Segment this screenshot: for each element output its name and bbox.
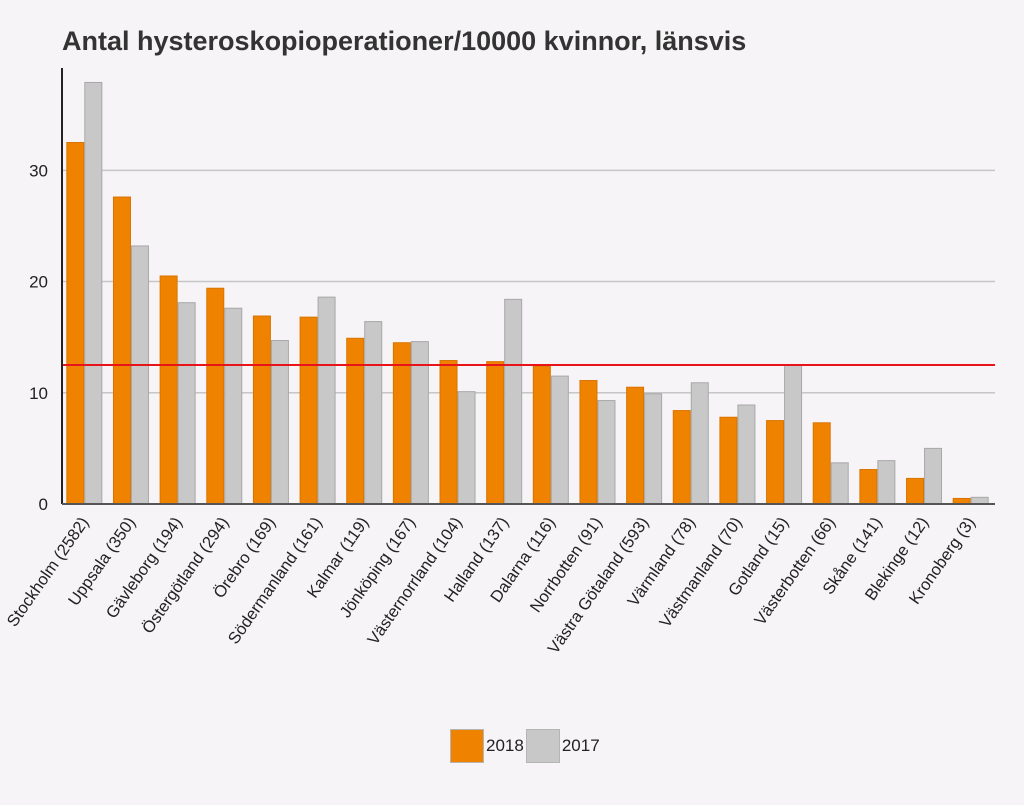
x-axis-category-labels: Stockholm (2582)Uppsala (350)Gävleborg (…: [4, 514, 979, 657]
bar-2018-14[interactable]: [719, 416, 738, 505]
legend-item-series-1[interactable]: 2018: [450, 729, 526, 763]
y-tick-label: 30: [29, 161, 48, 180]
bar-2017-1[interactable]: [130, 245, 149, 505]
bar-2018-15[interactable]: [766, 420, 785, 505]
y-axis-tick-labels: 0 10 20 30: [29, 161, 48, 514]
bar-2017-14[interactable]: [737, 404, 756, 505]
bar-2017-13[interactable]: [690, 382, 709, 505]
bar-2017-18[interactable]: [924, 447, 943, 505]
bar-2017-5[interactable]: [317, 296, 336, 505]
y-tick-label: 10: [29, 384, 48, 403]
bar-2017-19[interactable]: [970, 496, 989, 505]
bar-2017-17[interactable]: [877, 460, 896, 505]
legend-swatch-series-2: [525, 729, 560, 763]
gridlines: [62, 169, 995, 394]
bar-2018-10[interactable]: [532, 365, 551, 505]
bar-2018-16[interactable]: [812, 422, 831, 505]
legend-item-series-2[interactable]: 2017: [525, 729, 602, 763]
bar-2017-8[interactable]: [457, 391, 476, 505]
bar-2018-1[interactable]: [112, 196, 131, 505]
bars: [66, 81, 989, 505]
bar-2017-9[interactable]: [504, 298, 523, 505]
bar-2018-5[interactable]: [299, 316, 318, 505]
bar-2018-0[interactable]: [66, 142, 85, 505]
bar-2018-6[interactable]: [346, 337, 365, 505]
bar-2017-2[interactable]: [177, 302, 196, 505]
x-category-label: Stockholm (2582): [4, 514, 93, 630]
legend-label-series-1: 2018: [486, 736, 524, 755]
bar-2018-12[interactable]: [626, 386, 645, 505]
bar-2017-12[interactable]: [644, 393, 663, 505]
bar-2017-7[interactable]: [410, 341, 429, 505]
bar-2018-4[interactable]: [252, 315, 271, 505]
y-tick-label: 20: [29, 273, 48, 292]
bar-2017-16[interactable]: [830, 462, 849, 505]
y-tick-label: 0: [39, 495, 48, 514]
bar-2018-17[interactable]: [859, 469, 878, 505]
bar-2017-6[interactable]: [364, 321, 383, 505]
x-category-label: Västerbotten (66): [751, 514, 839, 629]
bar-2018-7[interactable]: [392, 342, 411, 505]
bar-2017-3[interactable]: [224, 307, 243, 505]
bar-2018-2[interactable]: [159, 275, 178, 505]
x-category-label: Östergötland (294): [139, 514, 233, 637]
bar-2017-11[interactable]: [597, 400, 616, 505]
axes: [61, 68, 995, 505]
chart-title: Antal hysteroskopioperationer/10000 kvin…: [62, 26, 747, 56]
legend-swatch-series-1: [450, 729, 484, 763]
bar-2018-3[interactable]: [206, 287, 225, 505]
bar-2018-11[interactable]: [579, 380, 598, 505]
bar-2018-13[interactable]: [672, 410, 691, 505]
bar-2018-9[interactable]: [486, 361, 505, 505]
legend: 2018 2017: [450, 729, 602, 763]
bar-2018-18[interactable]: [906, 477, 925, 505]
bar-2017-0[interactable]: [84, 81, 103, 505]
bar-2017-15[interactable]: [784, 364, 803, 505]
legend-label-series-2: 2017: [561, 736, 600, 755]
bar-2017-10[interactable]: [550, 375, 569, 505]
bar-2018-8[interactable]: [439, 360, 458, 505]
x-category-label: Västmanland (70): [656, 514, 745, 631]
